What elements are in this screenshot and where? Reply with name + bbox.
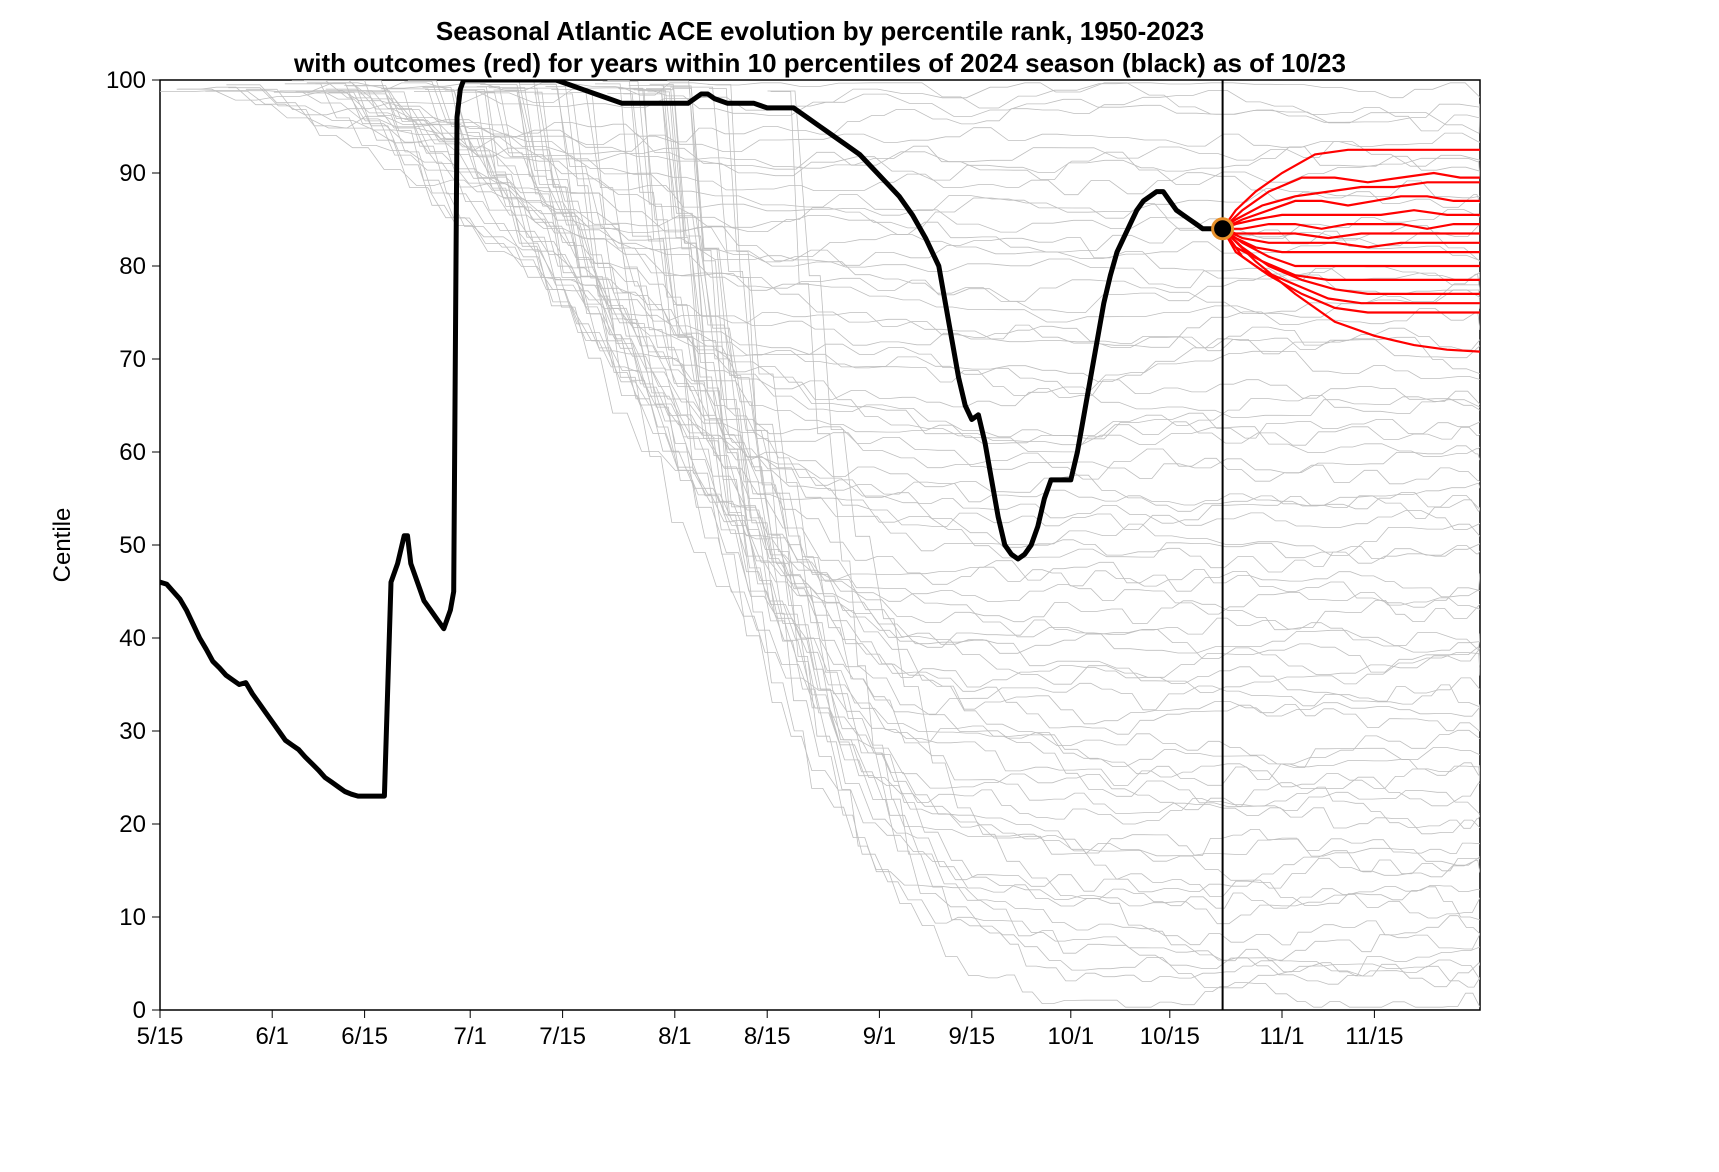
svg-text:20: 20 bbox=[119, 811, 146, 838]
svg-text:40: 40 bbox=[119, 625, 146, 652]
svg-text:7/15: 7/15 bbox=[539, 1023, 586, 1050]
svg-text:7/1: 7/1 bbox=[454, 1023, 487, 1050]
svg-text:60: 60 bbox=[119, 439, 146, 466]
svg-text:30: 30 bbox=[119, 718, 146, 745]
svg-text:8/15: 8/15 bbox=[744, 1023, 791, 1050]
svg-text:6/1: 6/1 bbox=[256, 1023, 289, 1050]
svg-text:80: 80 bbox=[119, 253, 146, 280]
y-axis-label: Centile bbox=[49, 508, 76, 583]
chart-title-line2: with outcomes (red) for years within 10 … bbox=[293, 48, 1346, 78]
svg-text:10/15: 10/15 bbox=[1140, 1023, 1200, 1050]
svg-text:10: 10 bbox=[119, 904, 146, 931]
chart-title-line1: Seasonal Atlantic ACE evolution by perce… bbox=[436, 16, 1204, 46]
svg-text:9/15: 9/15 bbox=[948, 1023, 995, 1050]
ace-percentile-chart: Seasonal Atlantic ACE evolution by perce… bbox=[0, 0, 1719, 1172]
svg-text:11/15: 11/15 bbox=[1345, 1023, 1403, 1050]
current-value-marker bbox=[1213, 219, 1233, 239]
svg-text:90: 90 bbox=[119, 160, 146, 187]
svg-text:5/15: 5/15 bbox=[137, 1023, 184, 1050]
svg-text:0: 0 bbox=[133, 997, 146, 1024]
svg-text:11/1: 11/1 bbox=[1260, 1023, 1305, 1050]
svg-text:6/15: 6/15 bbox=[341, 1023, 388, 1050]
svg-text:8/1: 8/1 bbox=[658, 1023, 691, 1050]
svg-text:100: 100 bbox=[106, 67, 146, 94]
svg-text:50: 50 bbox=[119, 532, 146, 559]
svg-text:10/1: 10/1 bbox=[1047, 1023, 1094, 1050]
svg-text:70: 70 bbox=[119, 346, 146, 373]
svg-text:9/1: 9/1 bbox=[863, 1023, 896, 1050]
